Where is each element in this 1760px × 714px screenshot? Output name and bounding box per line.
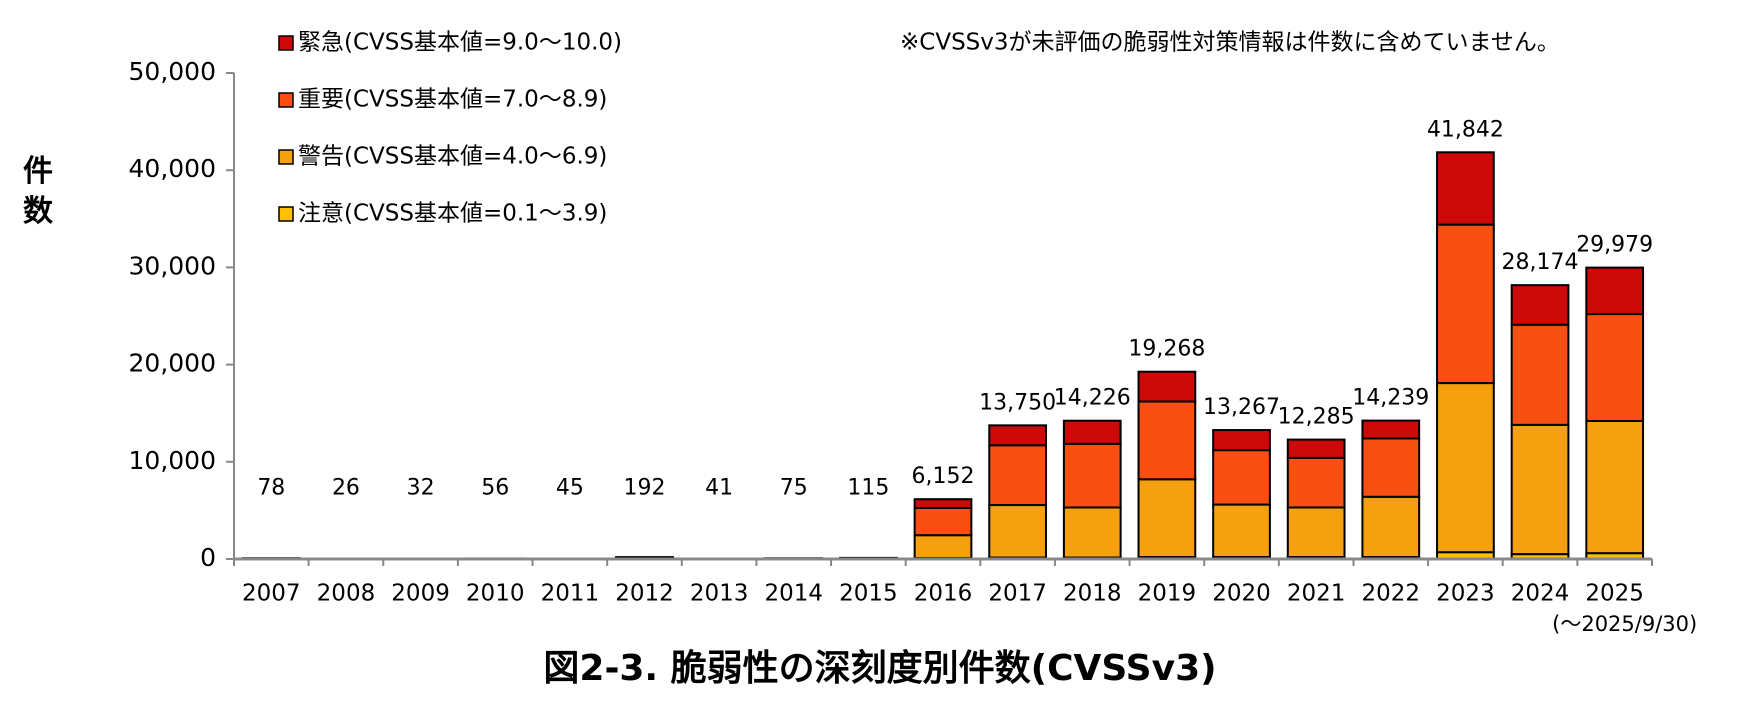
bar-segment <box>913 534 973 560</box>
legend-swatch <box>278 206 294 222</box>
bar-segment <box>1212 503 1271 559</box>
total-label: 6,152 <box>912 464 975 489</box>
total-label: 45 <box>556 475 584 500</box>
total-label: 26 <box>332 475 360 500</box>
x-note: (～2025/9/30) <box>1552 612 1697 636</box>
legend-swatch <box>278 149 294 165</box>
bar-segment <box>1137 370 1197 403</box>
bar-segment <box>1137 478 1197 559</box>
bar-segment <box>1510 284 1570 326</box>
bar-segment <box>1062 419 1122 445</box>
total-label: 19,268 <box>1128 337 1205 362</box>
bar-segment <box>988 504 1047 559</box>
x-tick-label: 2025 <box>1585 581 1644 607</box>
x-tick-label: 2023 <box>1436 581 1495 607</box>
x-tick-label: 2017 <box>988 581 1047 607</box>
bar-segment <box>1062 506 1122 559</box>
total-label: 115 <box>847 475 889 500</box>
bar-segment <box>1286 456 1346 509</box>
total-label: 29,979 <box>1576 233 1653 258</box>
bar-segment <box>988 444 1047 507</box>
total-label: 13,267 <box>1203 395 1280 420</box>
total-label: 75 <box>780 475 808 500</box>
total-label: 192 <box>623 475 665 500</box>
total-label: 13,750 <box>979 390 1056 415</box>
bar-segment <box>1510 323 1570 426</box>
bar-segment <box>1286 438 1346 459</box>
y-tick-label: 20,000 <box>129 349 216 378</box>
total-label: 28,174 <box>1502 250 1579 275</box>
x-tick-label: 2007 <box>242 581 301 607</box>
legend-label: 緊急(CVSS基本値=9.0～10.0) <box>298 30 622 56</box>
x-tick-label: 2010 <box>466 581 525 607</box>
bar-segment <box>1361 495 1421 559</box>
y-tick-label: 40,000 <box>129 154 216 183</box>
bar-segment <box>1585 313 1645 422</box>
bar-segment <box>1436 151 1495 226</box>
total-label: 78 <box>257 475 285 500</box>
total-label: 12,285 <box>1278 405 1355 430</box>
y-axis-label: 件数 <box>23 154 54 229</box>
x-tick-label: 2008 <box>317 581 376 607</box>
y-tick-label: 50,000 <box>129 57 216 86</box>
x-tick-label: 2019 <box>1138 581 1197 607</box>
x-tick-label: 2018 <box>1063 581 1122 607</box>
total-label: 41,842 <box>1427 117 1504 142</box>
x-tick-label: 2012 <box>615 581 674 607</box>
bar-segment <box>1585 419 1645 555</box>
chart-title: 図2-3. 脆弱性の深刻度別件数(CVSSv3) <box>543 647 1216 689</box>
y-tick-label: 10,000 <box>129 446 216 475</box>
legend-label: 重要(CVSS基本値=7.0～8.9) <box>298 87 607 113</box>
legend-swatch <box>278 92 294 108</box>
x-tick-label: 2015 <box>839 581 898 607</box>
bar-segment <box>1361 437 1421 498</box>
bar-segment <box>913 498 973 509</box>
total-label: 14,239 <box>1352 386 1429 411</box>
bar-segment <box>1212 429 1271 452</box>
x-tick-label: 2024 <box>1511 581 1570 607</box>
bar-segment <box>1062 442 1122 509</box>
bar-segment <box>1286 506 1346 559</box>
bar-segment <box>1137 400 1197 481</box>
x-tick-label: 2009 <box>391 581 450 607</box>
y-tick-label: 30,000 <box>129 251 216 280</box>
legend-swatch <box>278 35 294 51</box>
x-tick-label: 2022 <box>1362 581 1421 607</box>
total-label: 32 <box>407 475 435 500</box>
bar-segment <box>1361 419 1421 440</box>
bar-segment <box>988 424 1047 447</box>
total-label: 41 <box>705 475 733 500</box>
total-label: 14,226 <box>1054 386 1131 411</box>
x-tick-label: 2013 <box>690 581 749 607</box>
bar-segment <box>1585 266 1645 316</box>
x-tick-label: 2011 <box>541 581 600 607</box>
note: ※CVSSv3が未評価の脆弱性対策情報は件数に含めていません。 <box>900 30 1560 56</box>
legend-label: 注意(CVSS基本値=0.1～3.9) <box>298 201 607 227</box>
x-tick-label: 2020 <box>1212 581 1271 607</box>
bar-segment <box>1436 382 1495 554</box>
x-tick-label: 2021 <box>1287 581 1346 607</box>
bar-segment <box>913 506 973 537</box>
x-tick-label: 2016 <box>914 581 973 607</box>
bar-segment <box>1436 223 1495 385</box>
y-tick-label: 0 <box>200 543 216 572</box>
x-tick-label: 2014 <box>764 581 823 607</box>
bar-segment <box>1510 423 1570 556</box>
legend-label: 警告(CVSS基本値=4.0～6.9) <box>298 144 607 170</box>
bar-segment <box>1212 449 1271 506</box>
total-label: 56 <box>481 475 509 500</box>
